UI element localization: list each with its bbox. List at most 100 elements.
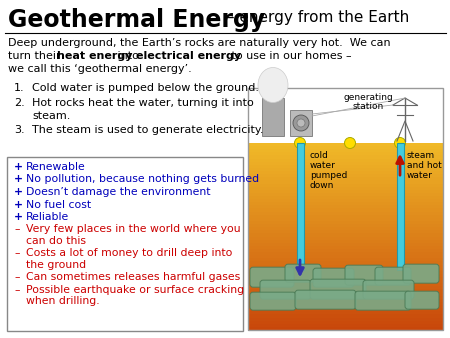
Circle shape [297,119,305,127]
Text: generating: generating [343,93,393,102]
FancyBboxPatch shape [295,290,356,309]
Text: Can sometimes releases harmful gases: Can sometimes releases harmful gases [26,272,240,283]
Bar [248,215,443,218]
Circle shape [395,138,405,148]
Bar [248,230,443,234]
Text: the ground: the ground [26,260,86,269]
Bar [248,205,443,209]
Text: Renewable: Renewable [26,162,86,172]
FancyBboxPatch shape [250,267,294,287]
Bar [248,177,443,181]
Bar [248,268,443,271]
Text: electrical energy: electrical energy [136,51,241,61]
Bar [248,271,443,274]
Bar [248,88,443,330]
Text: +: + [14,187,23,197]
Text: Geothermal Energy: Geothermal Energy [8,8,265,32]
Text: Doesn’t damage the environment: Doesn’t damage the environment [26,187,211,197]
Bar [248,155,443,159]
Bar [248,293,443,296]
Bar [248,317,443,321]
Bar [248,277,443,281]
Bar [248,314,443,318]
Bar [248,146,443,150]
Text: Hot rocks heat the water, turning it into: Hot rocks heat the water, turning it int… [32,98,254,108]
Bar [248,196,443,200]
Text: Very few places in the world where you: Very few places in the world where you [26,224,241,235]
Text: The steam is used to generate electricity.: The steam is used to generate electricit… [32,125,264,135]
Text: Possible earthquake or surface cracking: Possible earthquake or surface cracking [26,285,244,295]
Text: – energy from the Earth: – energy from the Earth [222,10,409,25]
Text: +: + [14,174,23,185]
Bar [248,184,443,187]
Bar [248,209,443,212]
Text: 2.: 2. [14,98,25,108]
Bar [248,224,443,228]
FancyBboxPatch shape [405,291,439,309]
Text: –: – [14,272,19,283]
Bar [297,143,304,270]
Bar [248,258,443,262]
Circle shape [294,138,306,148]
Circle shape [293,115,309,131]
Bar [248,212,443,215]
Bar [248,305,443,309]
Bar [248,152,443,156]
Text: Reliable: Reliable [26,212,69,222]
Text: down: down [310,181,334,190]
Bar [248,289,443,293]
Text: +: + [14,162,23,172]
Text: water: water [407,171,433,180]
Bar [248,261,443,265]
Bar [248,202,443,206]
Bar [248,149,443,153]
Bar [248,265,443,268]
Bar [248,308,443,312]
Text: when drilling.: when drilling. [26,296,99,306]
Bar [248,240,443,243]
Text: –: – [14,224,19,235]
Bar [248,180,443,184]
Text: to use in our homes –: to use in our homes – [228,51,351,61]
Bar [248,221,443,224]
Bar [248,274,443,277]
FancyBboxPatch shape [285,264,321,282]
Bar [248,227,443,231]
Bar [248,187,443,190]
Bar [248,174,443,178]
FancyBboxPatch shape [260,280,311,299]
FancyBboxPatch shape [403,264,439,283]
Bar [248,283,443,287]
Text: can do this: can do this [26,236,86,245]
Bar [248,252,443,256]
Bar [248,327,443,331]
Bar [248,165,443,168]
Bar [248,190,443,193]
Ellipse shape [258,68,288,102]
Text: steam: steam [407,151,435,160]
FancyBboxPatch shape [375,267,411,285]
Bar [248,168,443,172]
Text: steam.: steam. [32,111,70,121]
Text: we call this ‘geothermal energy’.: we call this ‘geothermal energy’. [8,64,192,74]
Text: turn their: turn their [8,51,64,61]
Text: into: into [114,51,142,61]
Text: Costs a lot of money to drill deep into: Costs a lot of money to drill deep into [26,248,232,259]
Bar [248,324,443,328]
Bar [397,143,404,270]
Bar [248,233,443,237]
Text: heat energy: heat energy [57,51,132,61]
Bar [262,98,284,136]
Text: 1.: 1. [14,83,25,93]
Text: station: station [352,102,383,111]
FancyBboxPatch shape [345,265,383,285]
Bar [248,143,443,147]
Bar [248,237,443,240]
Text: No pollution, because nothing gets burned: No pollution, because nothing gets burne… [26,174,259,185]
FancyBboxPatch shape [363,280,414,299]
Bar [248,296,443,299]
Bar [248,171,443,175]
Text: No fuel cost: No fuel cost [26,199,91,210]
Bar [248,218,443,221]
Bar [248,159,443,162]
